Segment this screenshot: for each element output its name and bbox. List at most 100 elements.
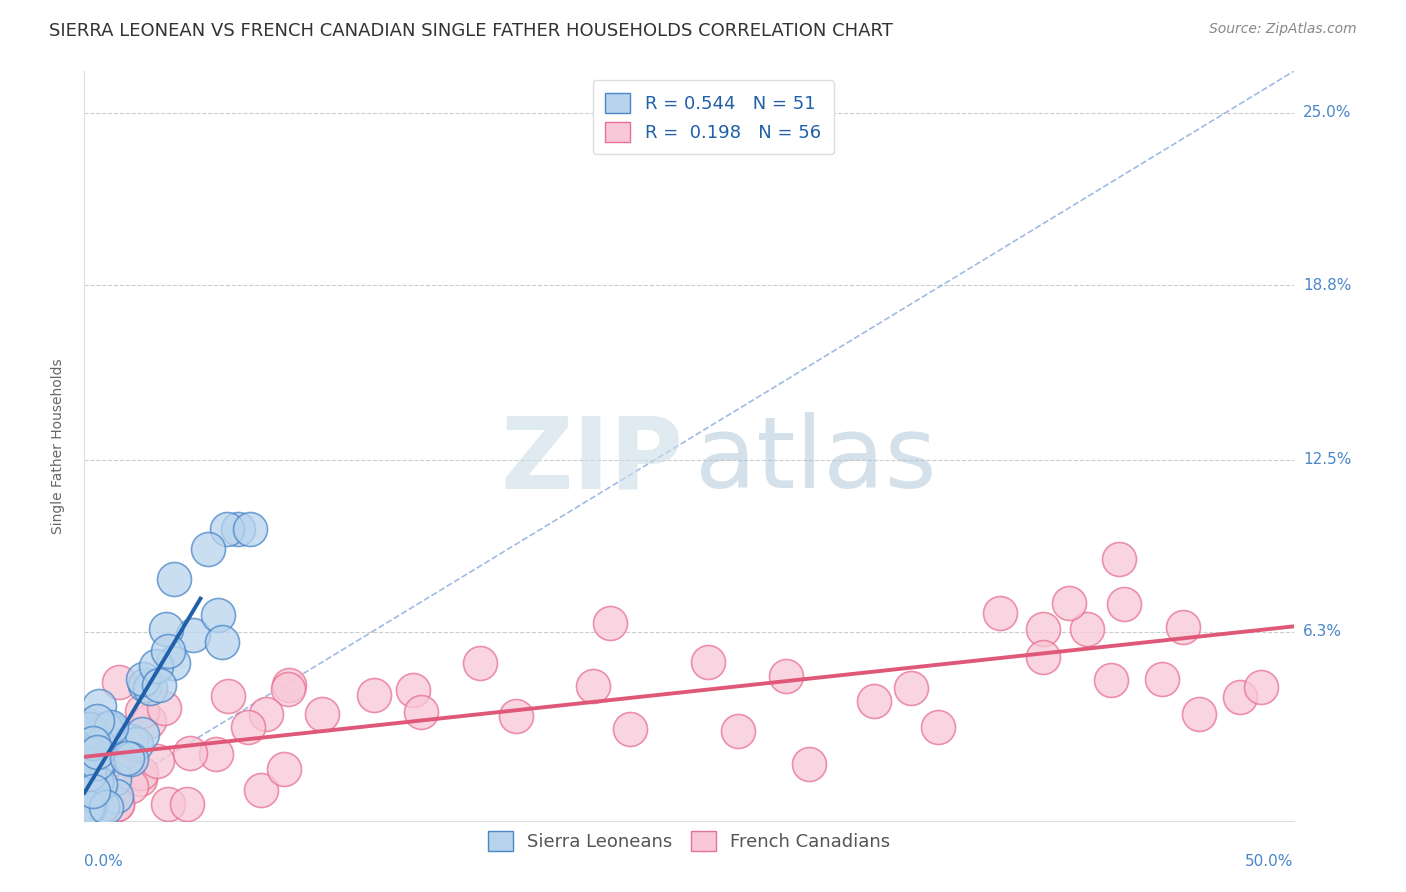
Point bbox=[131, 727, 153, 741]
Point bbox=[76, 783, 98, 797]
Point bbox=[239, 522, 262, 536]
Point bbox=[82, 736, 104, 750]
Point bbox=[236, 720, 259, 734]
Point bbox=[84, 770, 107, 784]
Point bbox=[153, 701, 176, 715]
Point bbox=[86, 756, 108, 770]
Point bbox=[108, 674, 131, 689]
Point bbox=[250, 782, 273, 797]
Point bbox=[599, 615, 621, 630]
Point bbox=[797, 757, 820, 772]
Point bbox=[163, 572, 186, 586]
Point bbox=[89, 777, 111, 791]
Point bbox=[207, 608, 229, 623]
Point bbox=[156, 644, 179, 658]
Point bbox=[273, 762, 295, 776]
Point bbox=[87, 758, 110, 772]
Point bbox=[582, 679, 605, 693]
Point bbox=[254, 706, 277, 721]
Point bbox=[148, 678, 170, 692]
Point bbox=[120, 779, 142, 793]
Point bbox=[619, 722, 641, 736]
Point bbox=[157, 797, 180, 811]
Text: 6.3%: 6.3% bbox=[1303, 624, 1343, 640]
Point bbox=[402, 682, 425, 697]
Point bbox=[87, 739, 110, 754]
Point bbox=[132, 673, 155, 687]
Point bbox=[76, 780, 98, 794]
Point bbox=[1229, 690, 1251, 704]
Point bbox=[138, 714, 160, 728]
Text: Source: ZipAtlas.com: Source: ZipAtlas.com bbox=[1209, 22, 1357, 37]
Point bbox=[1076, 622, 1098, 636]
Point bbox=[1032, 622, 1054, 636]
Point bbox=[77, 723, 100, 737]
Point bbox=[107, 797, 129, 811]
Text: 0.0%: 0.0% bbox=[84, 854, 124, 869]
Text: Single Father Households: Single Father Households bbox=[51, 359, 65, 533]
Point bbox=[96, 722, 118, 736]
Point bbox=[131, 765, 153, 780]
Point bbox=[134, 677, 156, 691]
Point bbox=[217, 689, 239, 703]
Point bbox=[91, 782, 114, 797]
Text: ZIP: ZIP bbox=[501, 412, 683, 509]
Point bbox=[84, 775, 107, 789]
Point bbox=[129, 772, 152, 786]
Point bbox=[311, 706, 333, 721]
Point bbox=[727, 723, 749, 738]
Point bbox=[87, 788, 110, 802]
Text: SIERRA LEONEAN VS FRENCH CANADIAN SINGLE FATHER HOUSEHOLDS CORRELATION CHART: SIERRA LEONEAN VS FRENCH CANADIAN SINGLE… bbox=[49, 22, 893, 40]
Legend: Sierra Leoneans, French Canadians: Sierra Leoneans, French Canadians bbox=[478, 822, 900, 860]
Point bbox=[86, 714, 108, 729]
Point bbox=[101, 793, 124, 807]
Point bbox=[87, 757, 110, 772]
Text: 18.8%: 18.8% bbox=[1303, 277, 1351, 293]
Point bbox=[100, 720, 122, 734]
Point bbox=[146, 754, 169, 768]
Point bbox=[211, 635, 233, 649]
Point bbox=[76, 785, 98, 799]
Point bbox=[77, 766, 100, 780]
Point bbox=[363, 688, 385, 702]
Point bbox=[176, 797, 198, 811]
Point bbox=[80, 788, 103, 802]
Point bbox=[94, 799, 117, 814]
Point bbox=[115, 751, 138, 765]
Point bbox=[775, 669, 797, 683]
Point bbox=[104, 789, 127, 803]
Text: atlas: atlas bbox=[695, 412, 936, 509]
Point bbox=[226, 522, 249, 536]
Text: 12.5%: 12.5% bbox=[1303, 452, 1351, 467]
Point bbox=[125, 737, 148, 751]
Point bbox=[215, 522, 238, 536]
Point bbox=[205, 747, 228, 761]
Point bbox=[1059, 596, 1081, 610]
Text: 25.0%: 25.0% bbox=[1303, 105, 1351, 120]
Point bbox=[900, 681, 922, 695]
Point bbox=[179, 747, 201, 761]
Point bbox=[1171, 620, 1194, 634]
Point bbox=[277, 677, 299, 691]
Point bbox=[155, 622, 177, 636]
Point bbox=[1250, 680, 1272, 694]
Point bbox=[411, 706, 433, 720]
Point bbox=[927, 720, 949, 734]
Point bbox=[1032, 650, 1054, 665]
Point bbox=[120, 752, 142, 766]
Point bbox=[145, 659, 167, 673]
Point bbox=[988, 606, 1011, 620]
Point bbox=[98, 722, 121, 736]
Point bbox=[79, 787, 101, 801]
Text: 50.0%: 50.0% bbox=[1246, 854, 1294, 869]
Point bbox=[86, 745, 108, 759]
Point bbox=[82, 783, 104, 797]
Point bbox=[183, 628, 205, 642]
Point bbox=[1152, 672, 1174, 686]
Point bbox=[105, 797, 128, 811]
Point bbox=[470, 657, 492, 671]
Point bbox=[1108, 552, 1130, 566]
Point bbox=[1099, 673, 1122, 687]
Point bbox=[103, 772, 125, 786]
Point bbox=[277, 681, 299, 696]
